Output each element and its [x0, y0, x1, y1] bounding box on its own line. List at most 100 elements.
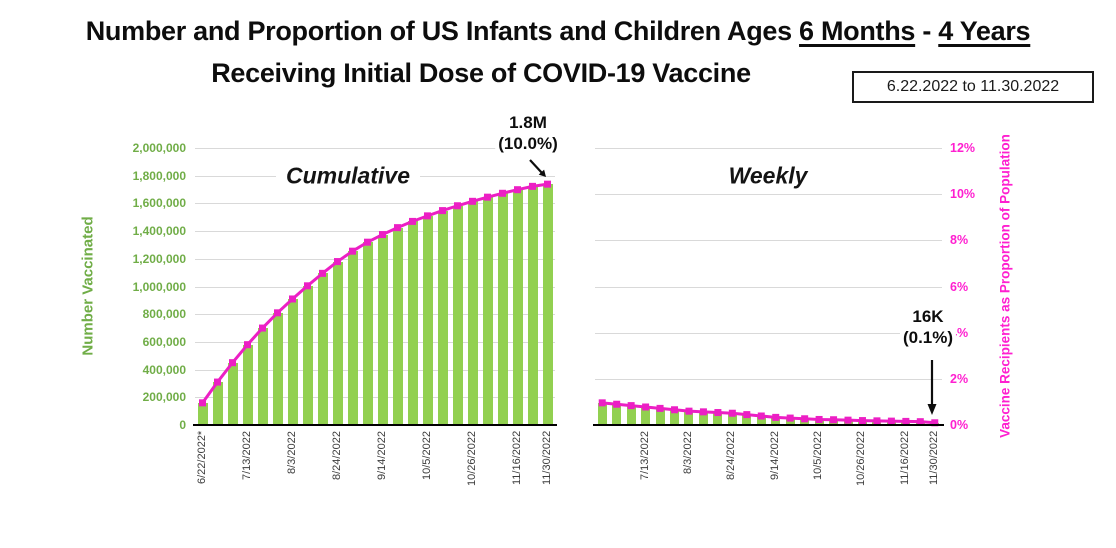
left-axis-tick-label: 200,000: [142, 390, 186, 405]
cumulative-gridline: [195, 341, 555, 343]
cumulative-gridline: [195, 286, 555, 288]
weekly-x-axis-tick-label: 7/13/2022: [638, 431, 651, 480]
weekly-bar: [655, 408, 665, 425]
left-axis-tick-label: 1,800,000: [132, 168, 186, 183]
left-axis-tick-label: 0: [179, 418, 186, 432]
weekly-line-marker: [873, 417, 881, 425]
left-axis-tick-label: 1,000,000: [132, 279, 186, 294]
cumulative-line-marker: [529, 182, 536, 190]
right-axis-tick-label: 8%: [950, 233, 969, 248]
cumulative-bar: [257, 328, 268, 425]
cumulative-bar: [527, 186, 538, 425]
cumulative-bar: [302, 285, 313, 425]
cumulative-gridline: [195, 397, 555, 399]
weekly-bar: [771, 417, 781, 425]
cumulative-chart-label: Cumulative: [276, 162, 420, 190]
page-title-line1: Number and Proportion of US Infants and …: [0, 16, 1116, 47]
weekly-line-marker: [902, 417, 910, 425]
cumulative-x-axis-tick-label: 8/24/2022: [330, 431, 343, 480]
cumulative-bar: [377, 234, 388, 425]
weekly-bar: [641, 406, 651, 425]
cumulative-x-axis-line: [193, 424, 557, 426]
weekly-gridline: [595, 240, 942, 242]
cumulative-bar: [512, 189, 523, 425]
weekly-gridline: [595, 194, 942, 196]
cumulative-bar: [242, 344, 253, 425]
cumulative-line-marker: [424, 212, 431, 220]
weekly-x-axis-tick-label: 10/5/2022: [812, 431, 825, 480]
weekly-bar: [742, 414, 752, 425]
right-axis-title: Vaccine Recipients as Proportion of Popu…: [997, 134, 1013, 438]
weekly-line-marker: [743, 411, 751, 419]
weekly-line-marker: [714, 409, 722, 417]
weekly-line-marker: [627, 402, 635, 410]
cumulative-line-marker: [364, 238, 371, 246]
cumulative-x-axis-tick-label: 10/26/2022: [465, 431, 478, 487]
cumulative-x-axis-tick-label: 11/30/2022: [540, 431, 553, 486]
weekly-line-marker: [671, 406, 679, 414]
cumulative-line-marker: [214, 378, 221, 386]
cumulative-line-marker: [274, 309, 281, 317]
weekly-line-marker: [801, 415, 809, 423]
cumulative-bar: [452, 205, 463, 425]
cumulative-bar: [362, 242, 373, 425]
cumulative-gridline: [195, 314, 555, 316]
cumulative-x-axis-tick-label: 10/5/2022: [420, 431, 433, 480]
weekly-line-marker: [815, 415, 823, 423]
right-axis-tick-label: 2%: [950, 371, 969, 386]
weekly-line-marker: [598, 399, 606, 407]
cumulative-line-marker: [349, 247, 356, 255]
weekly-gridline: [595, 378, 942, 380]
weekly-gridline: [595, 148, 942, 149]
cumulative-line-marker: [229, 359, 236, 367]
page-title-line2: Receiving Initial Dose of COVID-19 Vacci…: [211, 58, 751, 88]
weekly-gridline: [595, 286, 942, 288]
cumulative-line-marker: [499, 189, 506, 197]
cumulative-line-marker: [289, 295, 296, 303]
cumulative-bar: [407, 221, 418, 425]
cumulative-gridline: [195, 258, 555, 260]
right-axis-tick-label: 10%: [950, 187, 976, 202]
cumulative-line-marker: [334, 258, 341, 266]
weekly-line-marker: [887, 417, 895, 425]
cumulative-gridline: [195, 148, 555, 149]
cumulative-line-marker: [394, 224, 401, 232]
weekly-line-marker: [685, 407, 693, 415]
weekly-line-marker: [728, 409, 736, 417]
cumulative-bar: [227, 362, 238, 425]
cumulative-line-marker: [259, 324, 266, 332]
weekly-bar: [597, 402, 607, 425]
cumulative-x-axis-tick-label: 7/13/2022: [240, 431, 253, 480]
title-underlined-4-years: 4 Years: [938, 16, 1031, 46]
weekly-annotation-value: 16K: [912, 307, 944, 326]
left-axis-tick-label: 1,600,000: [132, 196, 186, 211]
weekly-line-marker: [786, 414, 794, 422]
cumulative-line-marker: [199, 399, 206, 407]
cumulative-bar: [332, 261, 343, 425]
date-range-label: 6.22.2022 to 11.30.2022: [886, 78, 1060, 95]
cumulative-bar: [467, 201, 478, 425]
weekly-line-marker: [844, 416, 852, 424]
cumulative-bar: [347, 251, 358, 425]
weekly-line-marker: [772, 413, 780, 421]
weekly-annotation: 16K (0.1%): [899, 306, 957, 348]
cumulative-line-marker: [484, 193, 491, 201]
weekly-bar: [698, 411, 708, 425]
weekly-bar: [626, 405, 636, 425]
cumulative-annotation-value: 1.8M: [509, 113, 547, 132]
cumulative-line-marker: [319, 269, 326, 277]
weekly-line-marker: [931, 419, 939, 427]
weekly-x-axis-tick-label: 10/26/2022: [855, 431, 868, 487]
cumulative-bar: [542, 184, 553, 425]
cumulative-line-marker: [544, 180, 551, 188]
cumulative-bar: [212, 382, 223, 425]
cumulative-bar: [482, 197, 493, 425]
left-axis-tick-label: 1,400,000: [132, 224, 186, 239]
weekly-line-marker: [699, 408, 707, 416]
title-separator: -: [915, 16, 939, 46]
cumulative-bar: [317, 273, 328, 425]
cumulative-bar: [287, 298, 298, 425]
weekly-line-series: [598, 399, 939, 427]
cumulative-bar: [437, 210, 448, 425]
cumulative-line-marker: [439, 207, 446, 215]
